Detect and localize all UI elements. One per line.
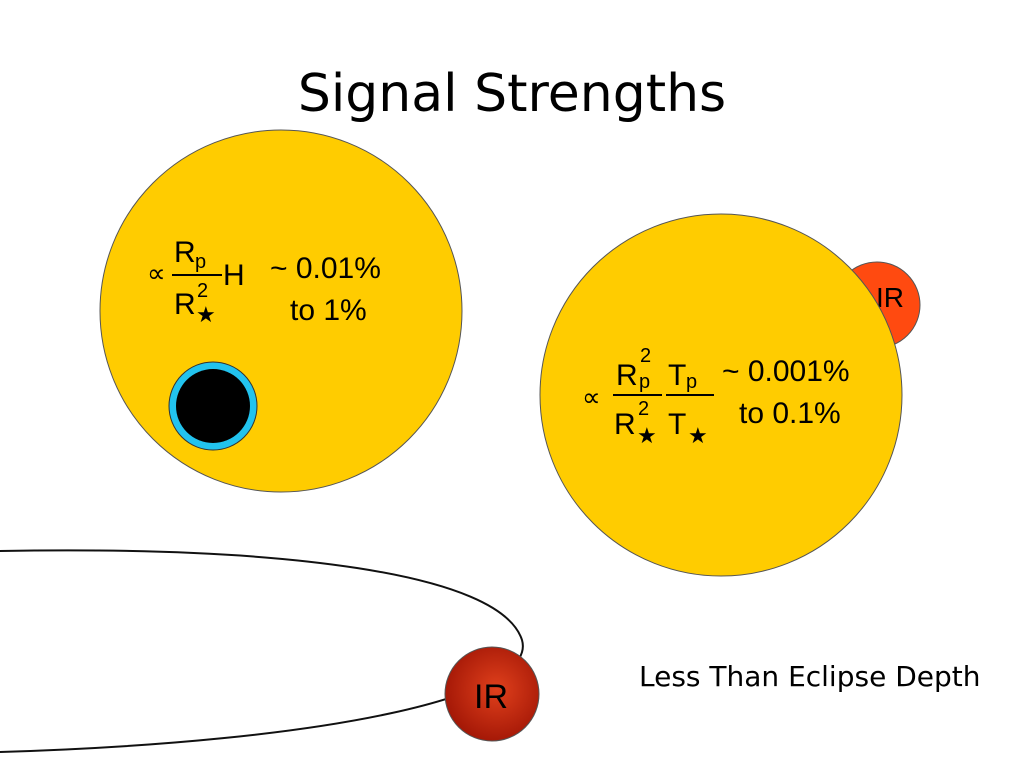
eclipse-den2: T (668, 408, 686, 441)
transit-denominator-sup: 2 (197, 280, 208, 302)
transit-denominator: R (174, 288, 196, 321)
transit-factor: H (223, 259, 245, 292)
eclipse-num2: T (668, 359, 686, 392)
eclipse-num2-sub: p (686, 371, 697, 393)
slide-title: Signal Strengths (297, 64, 727, 124)
transit-prop-symbol: ∝ (147, 258, 166, 288)
eclipse-star (539, 213, 903, 577)
eclipse-ir-planet-label: IR (876, 282, 904, 313)
transit-diagram: ∝ R p R 2 ★ H ~ 0.01% to 1% (99, 129, 463, 493)
orbit-ir-planet (444, 646, 540, 742)
eclipse-num1: R (616, 359, 638, 392)
eclipse-num1-sub: p (639, 371, 650, 393)
eclipse-den2-sub: ★ (688, 423, 708, 448)
transit-range-line1: ~ 0.01% (270, 252, 381, 285)
transit-star (99, 129, 463, 493)
eclipse-den1-sub: ★ (637, 423, 657, 448)
eclipse-num1-sup: 2 (640, 345, 651, 367)
eclipse-den1-sup: 2 (638, 398, 649, 420)
orbit-path (0, 549, 524, 753)
eclipse-range-line2: to 0.1% (739, 397, 841, 430)
caption-less-than-eclipse-depth: Less Than Eclipse Depth (639, 660, 981, 693)
eclipse-range-line1: ~ 0.001% (722, 355, 850, 388)
transit-numerator: R (174, 236, 196, 269)
eclipse-den1: R (614, 408, 636, 441)
transit-numerator-sub: p (195, 251, 206, 273)
transit-range-line2: to 1% (290, 294, 367, 327)
eclipse-prop-symbol: ∝ (582, 382, 601, 412)
orbit-ir-planet-label: IR (474, 678, 508, 716)
orbit-diagram: IR (0, 549, 540, 753)
transit-planet (176, 369, 250, 443)
transit-denominator-sub: ★ (196, 302, 216, 327)
eclipse-diagram: IR ∝ R 2 p R 2 ★ T p T ★ ~ 0.001% to 0.1… (539, 213, 921, 577)
